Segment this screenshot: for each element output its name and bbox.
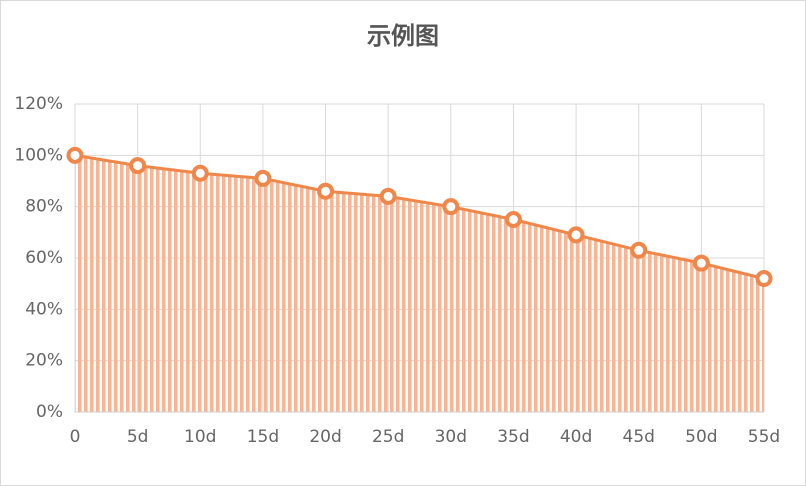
y-tick-label: 40%	[25, 299, 63, 319]
y-tick-label: 20%	[25, 351, 63, 371]
x-tick-label: 55d	[748, 427, 780, 447]
area	[75, 155, 764, 413]
point	[442, 198, 460, 216]
x-tick-label: 30d	[435, 427, 467, 447]
point	[191, 164, 209, 182]
y-tick-label: 60%	[25, 248, 63, 268]
point	[254, 169, 272, 187]
point	[630, 241, 648, 259]
point	[317, 182, 335, 200]
x-tick-label: 15d	[247, 427, 279, 447]
x-tick-label: 35d	[497, 427, 529, 447]
point	[692, 254, 710, 272]
line	[74, 153, 765, 280]
point	[755, 270, 773, 288]
x-tick-label: 25d	[372, 427, 404, 447]
x-tick-label: 5d	[127, 427, 149, 447]
point	[567, 226, 585, 244]
x-tick-label: 40d	[560, 427, 592, 447]
point	[66, 146, 84, 164]
point	[504, 211, 522, 228]
point	[379, 187, 397, 205]
y-tick-label: 120%	[14, 94, 63, 114]
x-tick-label: 10d	[184, 427, 216, 447]
point	[129, 157, 147, 175]
x-tick-label: 50d	[685, 427, 717, 447]
x-tick-label: 45d	[623, 427, 655, 447]
y-tick-label: 100%	[14, 145, 63, 165]
y-tick-label: 80%	[25, 197, 63, 217]
y-tick-label: 0%	[36, 402, 63, 422]
chart-title: 示例图	[367, 22, 439, 50]
x-tick-label: 0	[70, 427, 81, 447]
x-tick-label: 20d	[309, 427, 341, 447]
